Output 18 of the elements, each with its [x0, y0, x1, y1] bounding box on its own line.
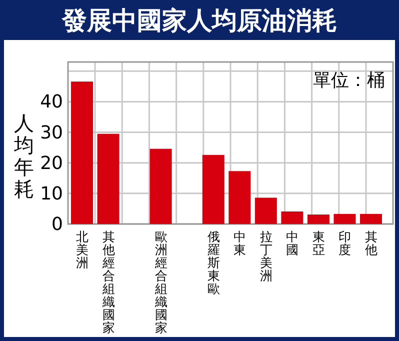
y-tick-label: 40 — [40, 92, 63, 113]
x-tick-label: 俄羅斯東歐 — [207, 230, 220, 296]
y-tick-label: 0 — [52, 214, 63, 235]
chart-title: 發展中國家人均原油消耗 — [61, 6, 337, 35]
x-tick-label: 其他經合組織國家 — [101, 230, 114, 335]
x-tick-label: 拉丁美洲 — [260, 230, 272, 283]
x-tick-label: 其他 — [365, 230, 377, 257]
y-tick-label: 20 — [40, 152, 63, 174]
x-tick-label: 印度 — [338, 230, 351, 257]
x-tick-label: 東亞 — [312, 230, 324, 257]
x-tick-label: 北美洲 — [76, 230, 88, 270]
annotation: 單位：桶 — [313, 70, 385, 91]
y-tick-label: 30 — [40, 122, 63, 144]
x-tick-label: 中東 — [234, 230, 246, 257]
y-axis-title: 人均年耗 — [13, 111, 34, 201]
x-tick-label: 歐洲經合組織國家 — [154, 230, 167, 335]
y-tick-label: 10 — [40, 183, 63, 204]
x-tick-label: 中國 — [286, 230, 298, 257]
